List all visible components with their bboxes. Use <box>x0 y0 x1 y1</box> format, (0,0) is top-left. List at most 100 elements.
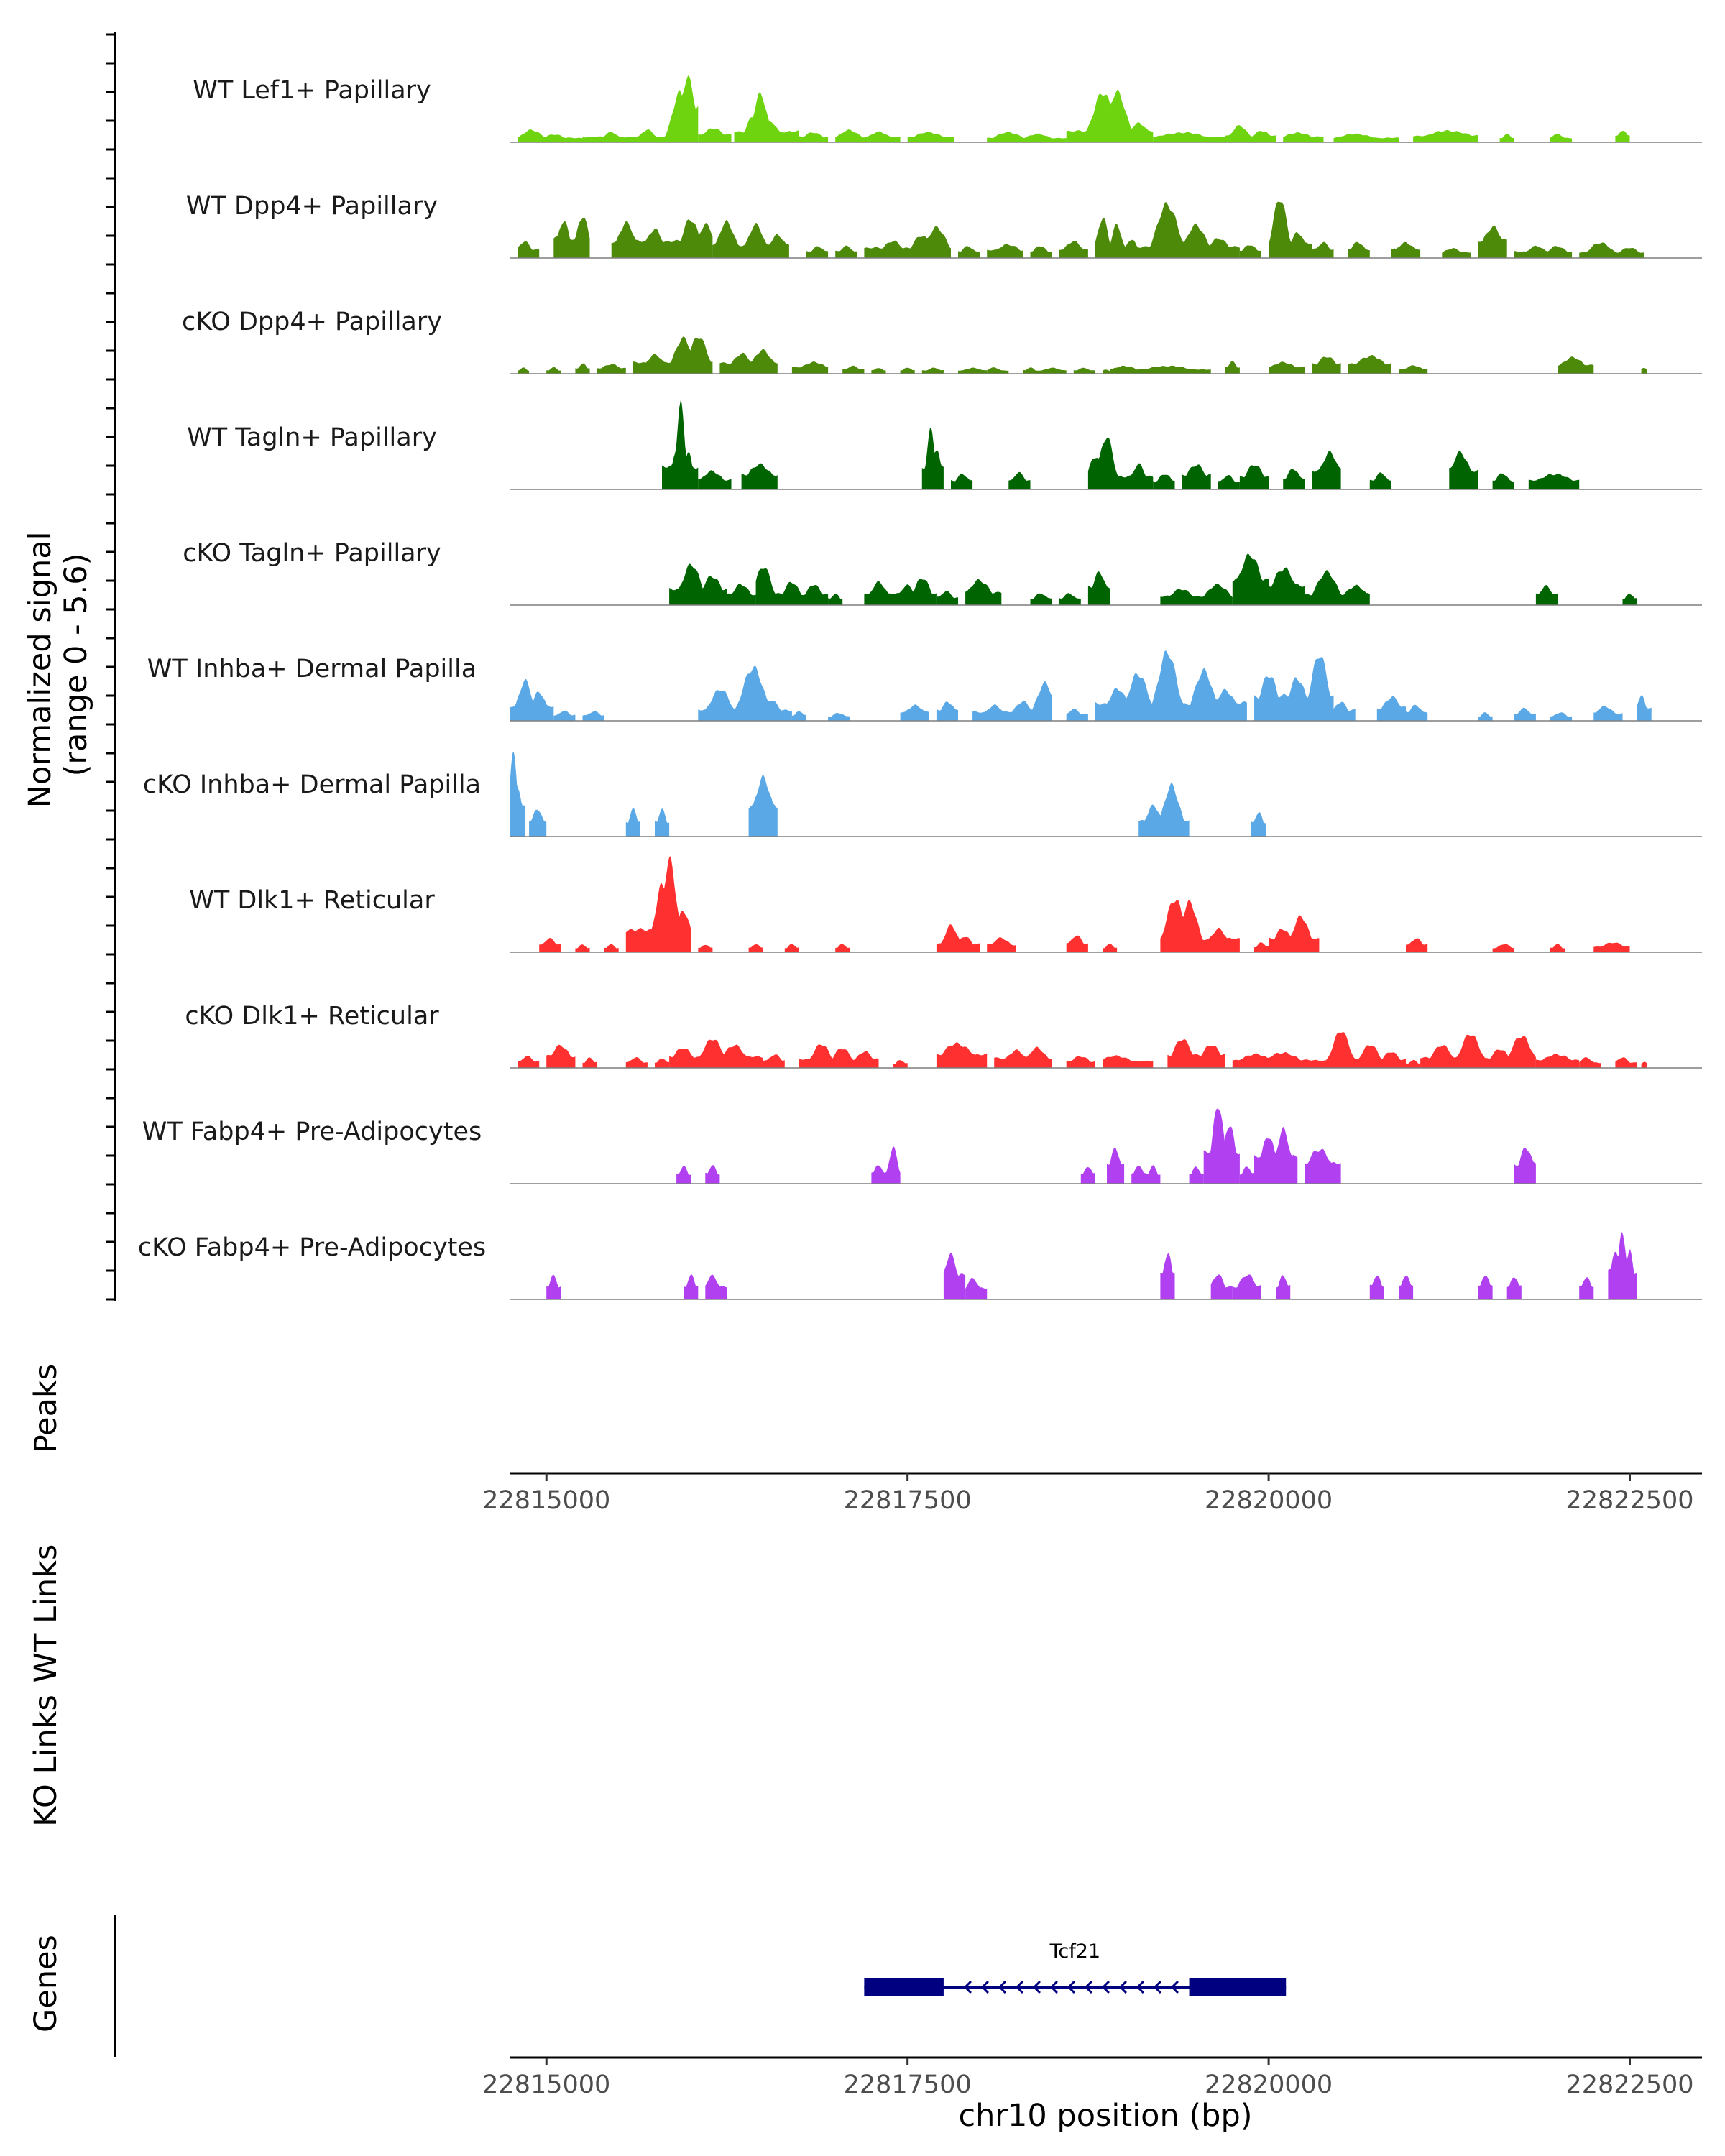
coverage-peak <box>553 710 576 721</box>
coverage-peak <box>1107 1147 1125 1184</box>
coverage-peak <box>1514 1148 1536 1184</box>
coverage-peak <box>1399 1276 1414 1299</box>
signal-y-axis-title-line2: (range 0 - 5.6) <box>58 553 94 777</box>
coverage-peak <box>1615 131 1630 142</box>
coverage-peak <box>1535 585 1558 605</box>
coverage-peak <box>1131 1166 1146 1184</box>
coverage-peak <box>958 246 980 258</box>
coverage-peak <box>1203 1108 1240 1184</box>
coverage-peak <box>994 1046 1052 1068</box>
gene-strand-arrow <box>1136 1980 1144 1994</box>
coverage-peak <box>748 775 778 837</box>
coverage-peak <box>987 244 1024 258</box>
coverage-peak <box>987 937 1016 952</box>
coverage-peak <box>669 1039 763 1068</box>
coverage-peak <box>835 129 901 142</box>
track-wt-tagln-papillary: WT Tagln+ Papillary <box>187 400 1702 490</box>
coverage-peak <box>1153 474 1175 489</box>
coverage-peak <box>1492 944 1514 952</box>
gene-exon <box>864 1978 944 1996</box>
coverage-peak <box>1189 1166 1204 1184</box>
coverage-peak <box>1059 593 1081 605</box>
gene-strand-arrow <box>1049 1980 1058 1994</box>
coverage-peak <box>1167 1039 1225 1068</box>
coverage-peak <box>835 944 850 952</box>
coverage-peak <box>1160 899 1240 952</box>
gene-strand-arrow <box>1153 1980 1162 1994</box>
coverage-peak <box>907 132 954 142</box>
coverage-peak <box>698 128 732 142</box>
coverage-peak <box>1615 1057 1637 1068</box>
coverage-peak <box>712 220 789 258</box>
gene-strand-arrow <box>1170 1980 1179 1994</box>
coverage-peak <box>684 1274 699 1299</box>
coverage-peak <box>1087 571 1110 605</box>
coverage-peak <box>936 924 980 952</box>
signal-y-axis-title: Normalized signal (range 0 - 5.6) <box>22 522 94 808</box>
gene-strand-arrow <box>998 1980 1006 1994</box>
coverage-peak <box>791 711 806 721</box>
x-tick-label: 22822500 <box>1565 2070 1693 2099</box>
coverage-peak <box>510 751 525 837</box>
coverage-peak <box>1499 134 1514 142</box>
track-label: cKO Dlk1+ Reticular <box>185 1002 439 1031</box>
coverage-peak <box>529 809 547 837</box>
coverage-peak <box>1218 475 1240 489</box>
x-tick-label: 22815000 <box>482 1486 610 1515</box>
coverage-peak <box>1641 1061 1647 1068</box>
coverage-peak <box>1269 567 1305 605</box>
coverage-peak <box>864 226 951 258</box>
coverage-peak <box>1514 707 1536 721</box>
coverage-peak <box>1160 1253 1175 1299</box>
gene-strand-arrow <box>1015 1980 1024 1994</box>
x-axis-title: chr10 position (bp) <box>958 2098 1252 2134</box>
coverage-peak <box>1558 356 1594 374</box>
coverage-peak <box>1283 132 1324 142</box>
coverage-peak <box>799 132 829 142</box>
coverage-peak <box>1406 704 1428 721</box>
track-label: cKO Tagln+ Papillary <box>183 539 441 568</box>
coverage-peak <box>1593 942 1630 952</box>
track-cko-tagln-papillary: cKO Tagln+ Papillary <box>183 539 1702 606</box>
coverage-peak <box>921 427 944 489</box>
coverage-peak <box>1514 245 1573 258</box>
signal-y-axis-title-line1: Normalized signal <box>22 531 58 808</box>
coverage-peak <box>669 563 727 605</box>
track-cko-dlk1-reticular: cKO Dlk1+ Reticular <box>185 1002 1702 1069</box>
coverage-peak <box>518 367 530 374</box>
coverage-peak <box>1492 473 1514 489</box>
coverage-peak <box>806 246 829 258</box>
track-label: cKO Inhba+ Dermal Papilla <box>143 770 481 799</box>
gene-strand-arrow <box>1101 1980 1110 1994</box>
coverage-peak <box>1103 369 1110 374</box>
coverage-peak <box>625 1057 648 1068</box>
coverage-peak <box>546 1274 561 1299</box>
coverage-peak <box>943 1253 966 1299</box>
coverage-peak <box>1641 368 1647 374</box>
coverage-peak <box>1442 248 1471 258</box>
coverage-peak <box>1146 365 1211 374</box>
coverage-peak <box>1637 695 1652 721</box>
coverage-peak <box>1146 1165 1161 1184</box>
coverage-peak <box>1283 469 1305 489</box>
coverage-peak <box>835 245 857 258</box>
coverage-peak <box>1399 365 1428 374</box>
coverage-peak <box>546 1044 576 1068</box>
gene-strand-arrow <box>1118 1980 1127 1994</box>
coverage-peak <box>828 594 843 605</box>
track-wt-dpp4-papillary: WT Dpp4+ Papillary <box>186 192 1702 259</box>
gene-strand-arrow <box>963 1980 972 1994</box>
track-label: WT Dpp4+ Papillary <box>186 192 438 221</box>
track-cko-dpp4-papillary: cKO Dpp4+ Papillary <box>182 308 1702 374</box>
coverage-peak <box>1369 1275 1384 1299</box>
x-tick-label: 22820000 <box>1205 1486 1333 1515</box>
coverage-peak <box>1138 783 1190 837</box>
coverage-peak <box>1312 241 1334 258</box>
coverage-peak <box>1535 1054 1580 1068</box>
coverage-peak <box>900 704 929 721</box>
coverage-peak <box>625 856 691 952</box>
coverage-peak <box>1579 1057 1601 1068</box>
coverage-peak <box>1232 1052 1327 1068</box>
wt-links-panel-label: WT Links <box>28 1544 64 1683</box>
coverage-peak <box>842 365 865 374</box>
